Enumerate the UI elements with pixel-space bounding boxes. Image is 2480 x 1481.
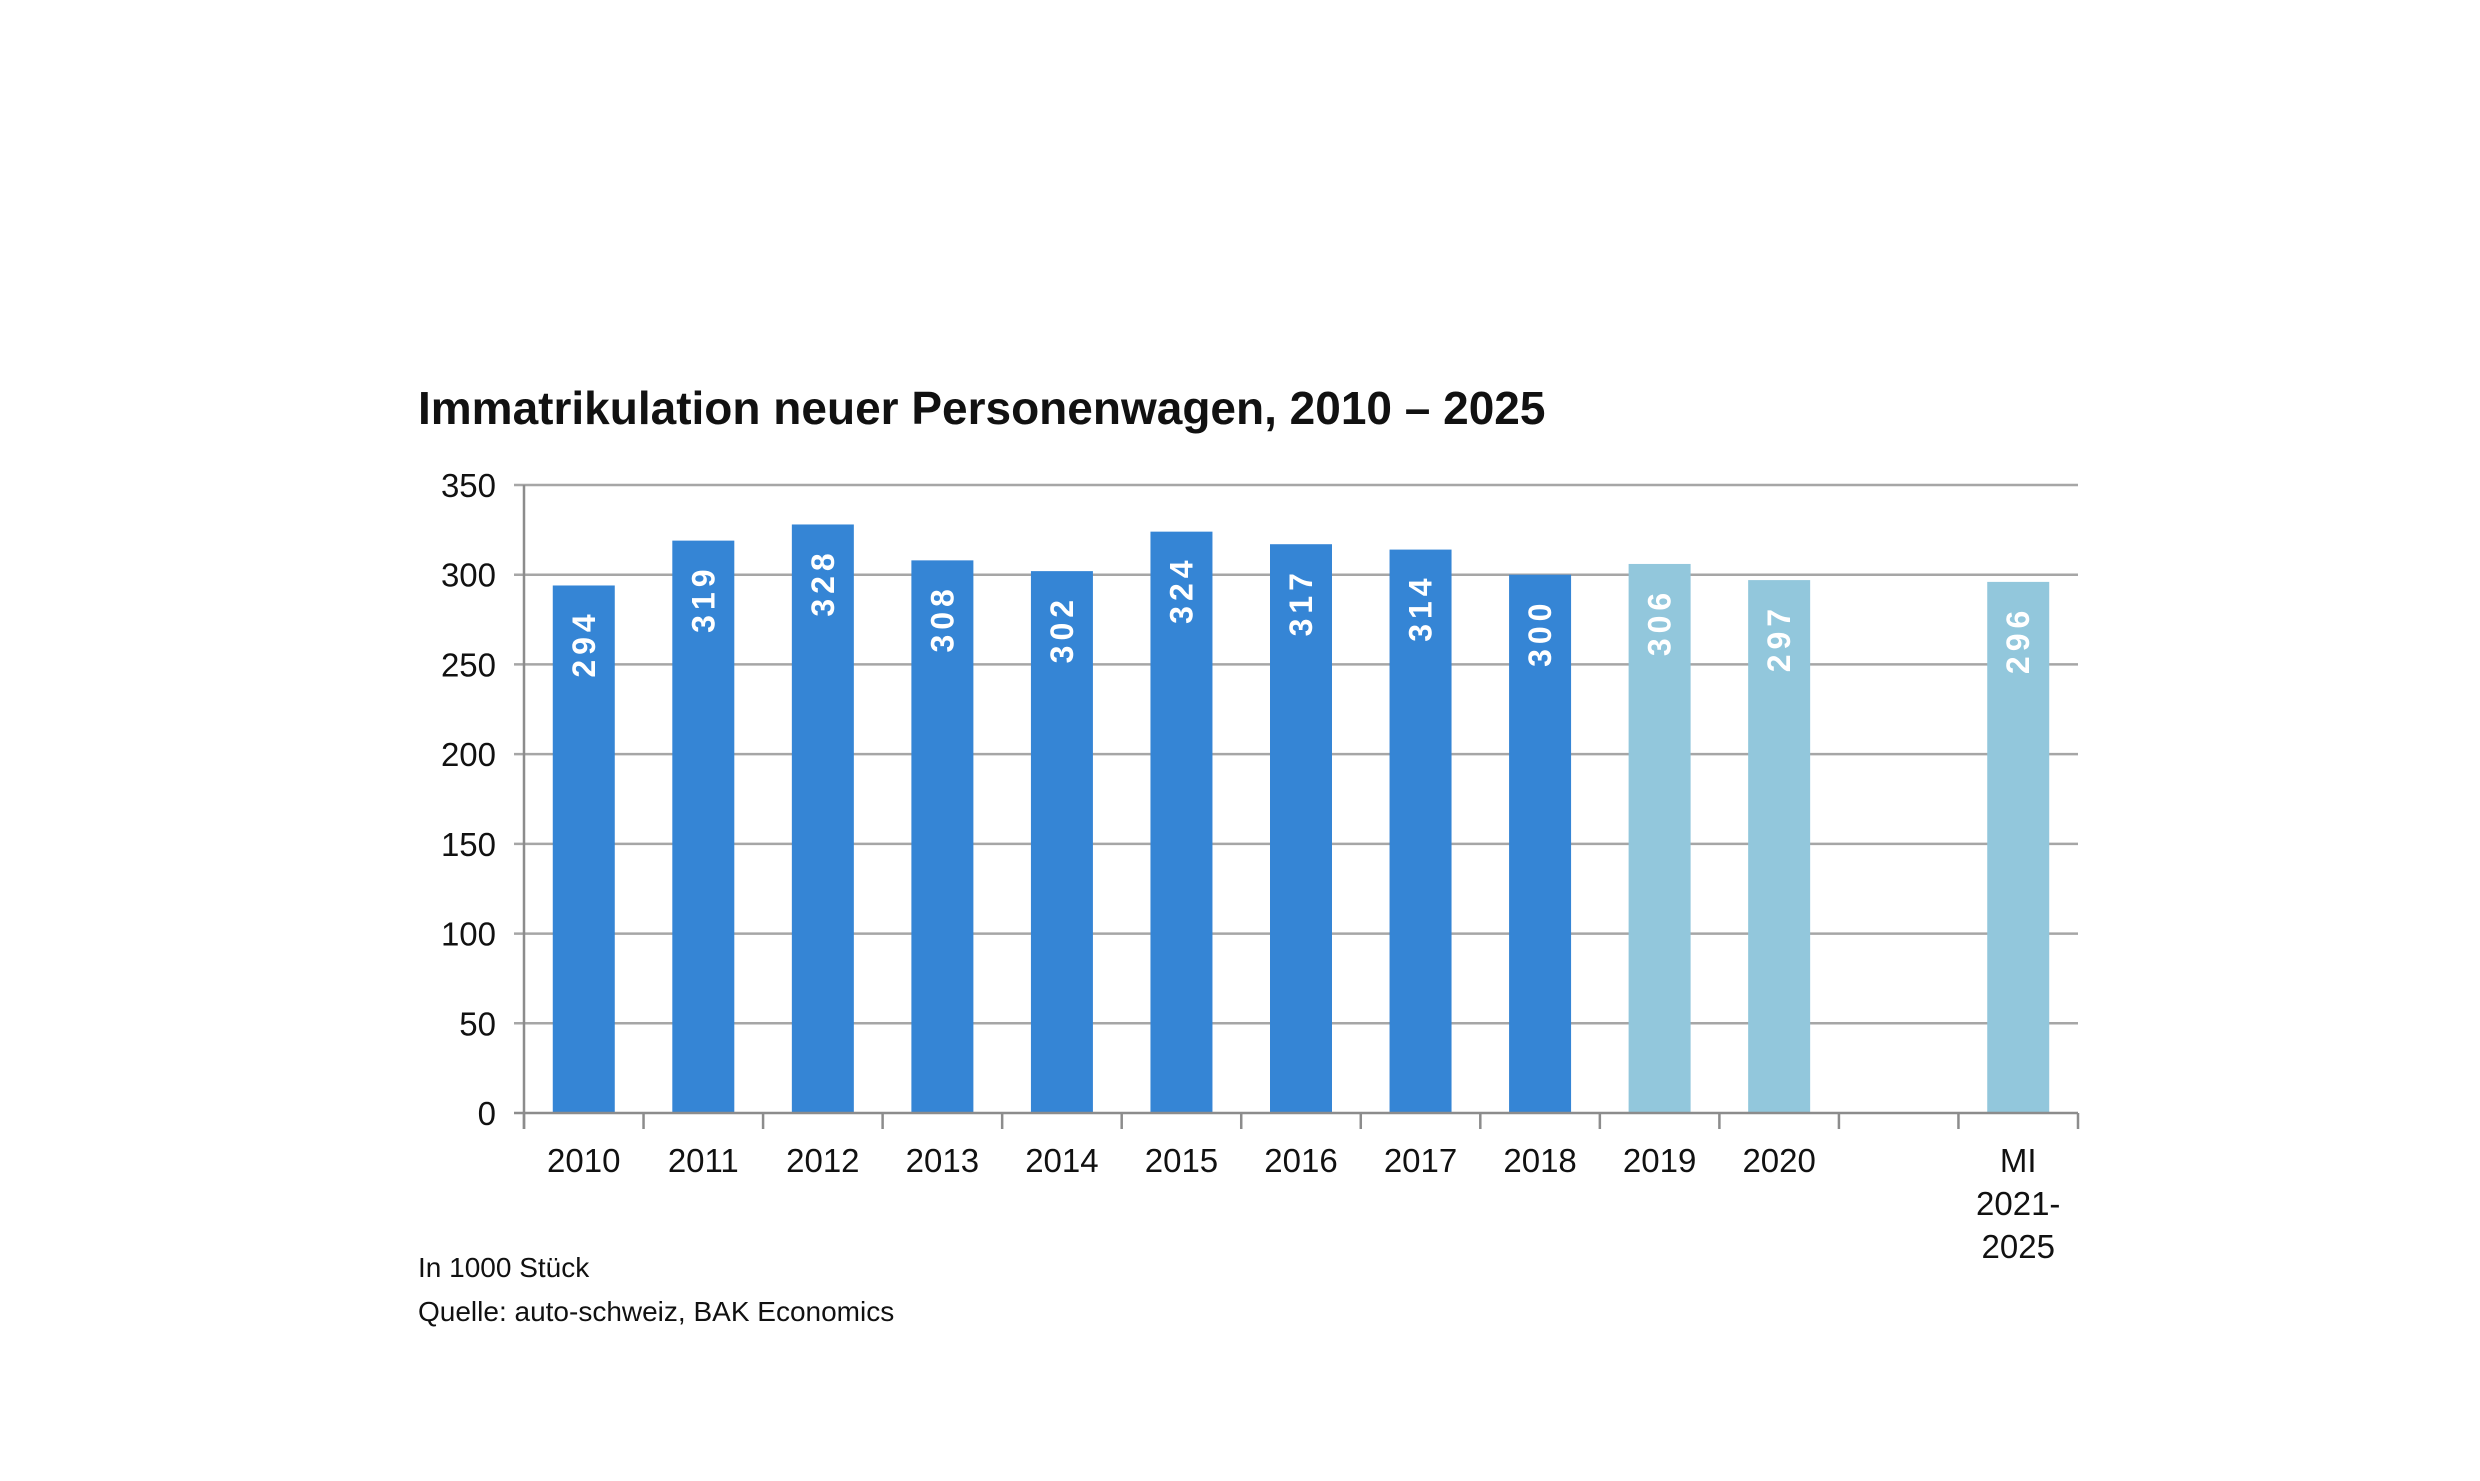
x-tick-label: MI <box>2000 1142 2037 1179</box>
bar-value-label: 306 <box>1642 588 1678 656</box>
bar <box>1987 581 2050 1113</box>
bar <box>1748 580 1811 1113</box>
x-tick-label: 2011 <box>668 1142 739 1179</box>
x-tick-label: 2018 <box>1503 1142 1576 1179</box>
source-note: Quelle: auto-schweiz, BAK Economics <box>418 1296 894 1327</box>
y-tick-label: 250 <box>441 646 496 683</box>
bar <box>1150 531 1213 1113</box>
bar <box>672 540 735 1113</box>
bar <box>1628 563 1691 1113</box>
y-tick-labels: 0 50 100 150 200 250 300 350 <box>441 467 496 1132</box>
bar-value-label: 317 <box>1283 568 1319 636</box>
bar-value-label: 328 <box>805 548 841 616</box>
bar-value-label: 296 <box>2000 606 2036 674</box>
bar-value-label: 308 <box>924 584 960 652</box>
x-tick-label: 2025 <box>1982 1228 2055 1265</box>
bar <box>1030 571 1093 1113</box>
x-tick-label: 2019 <box>1623 1142 1696 1179</box>
bars: 294 319 328 308 302 324 317 314 300 306 297 296 <box>552 524 2050 1113</box>
bar-value-label: 300 <box>1522 599 1558 667</box>
bar <box>1270 544 1332 1113</box>
unit-note: In 1000 Stück <box>418 1252 590 1283</box>
bar <box>1389 549 1452 1113</box>
bar <box>791 524 854 1113</box>
y-tick-label: 300 <box>441 557 496 594</box>
x-tick-label: 2021- <box>1976 1185 2060 1222</box>
x-tick-label: 2014 <box>1025 1142 1098 1179</box>
x-tick-label: 2020 <box>1742 1142 1815 1179</box>
x-tick-label: 2016 <box>1264 1142 1337 1179</box>
bar-value-label: 319 <box>685 564 721 632</box>
y-tick-label: 0 <box>478 1095 496 1132</box>
bar-value-label: 294 <box>566 609 602 677</box>
bar <box>552 585 615 1113</box>
bar-value-label: 314 <box>1403 573 1439 641</box>
y-tick-label: 50 <box>459 1005 496 1042</box>
x-tick-labels: 2010 2011 2012 2013 2014 2015 2016 2017 2018 2019… <box>547 1142 2060 1265</box>
x-tick-label: 2013 <box>906 1142 979 1179</box>
y-tick-label: 350 <box>441 467 496 504</box>
x-tick-label: 2017 <box>1384 1142 1457 1179</box>
x-tick-label: 2015 <box>1145 1142 1218 1179</box>
x-tick-label: 2010 <box>547 1142 620 1179</box>
bar-value-label: 302 <box>1044 595 1080 663</box>
y-tick-label: 100 <box>441 916 496 953</box>
axes <box>514 485 2080 1129</box>
bar <box>1509 574 1572 1113</box>
y-tick-label: 150 <box>441 826 496 863</box>
bar-value-label: 297 <box>1761 604 1797 672</box>
bar-value-label: 324 <box>1163 555 1199 623</box>
chart-title: Immatrikulation neuer Personenwagen, 201… <box>418 382 1545 434</box>
bar <box>911 560 974 1113</box>
x-tick-label: 2012 <box>786 1142 859 1179</box>
y-tick-label: 200 <box>441 736 496 773</box>
